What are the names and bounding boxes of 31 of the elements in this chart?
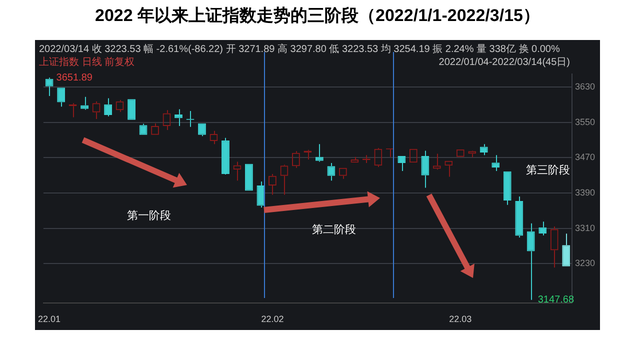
x-tick-label: 22.03 [449, 314, 472, 324]
y-tick-label: 3550 [574, 116, 596, 127]
candlestick [315, 144, 324, 162]
candlestick [421, 150, 430, 188]
x-tick-label: 22.02 [261, 314, 284, 324]
candlestick [492, 154, 500, 172]
annotation: 3651.89 [56, 72, 93, 84]
candlestick [222, 137, 230, 174]
text: 2022/03/14 收 3223.53 幅 -2.61%(-86.22) 开 3271.89 高 3297.80 低 3223.53 均 3254.19 振 2.24% 量 338亿 换 0.00% [39, 42, 560, 55]
x-tick-label: 22.01 [38, 314, 61, 324]
y-tick-label: 3630 [574, 82, 596, 92]
candlestick [503, 171, 512, 206]
candlestick [256, 181, 265, 208]
candlestick [57, 88, 66, 108]
candlestick [526, 222, 535, 300]
y-tick-label: 3230 [574, 258, 596, 268]
chart-title: 2022 年以来上证指数走势的三阶段（2022/1/1-2022/3/15） [94, 5, 541, 27]
text: 2022/01/04-2022/03/14(45日) [438, 56, 570, 68]
annotation: 第二阶段 [312, 224, 356, 236]
candlestick [515, 196, 524, 238]
annotation: 第三阶段 [526, 164, 570, 176]
y-tick-label: 3310 [574, 222, 596, 233]
annotation: 第一阶段 [127, 210, 172, 222]
candlestick [80, 96, 89, 110]
text: 上证指数 日线 前复权 [39, 56, 135, 68]
candlestick [174, 108, 182, 127]
candlestick [562, 233, 570, 266]
y-tick-label: 3390 [574, 187, 596, 198]
annotation: 3147.68 [538, 294, 574, 306]
y-tick-label: 3470 [574, 152, 596, 162]
candlestick [45, 77, 54, 97]
